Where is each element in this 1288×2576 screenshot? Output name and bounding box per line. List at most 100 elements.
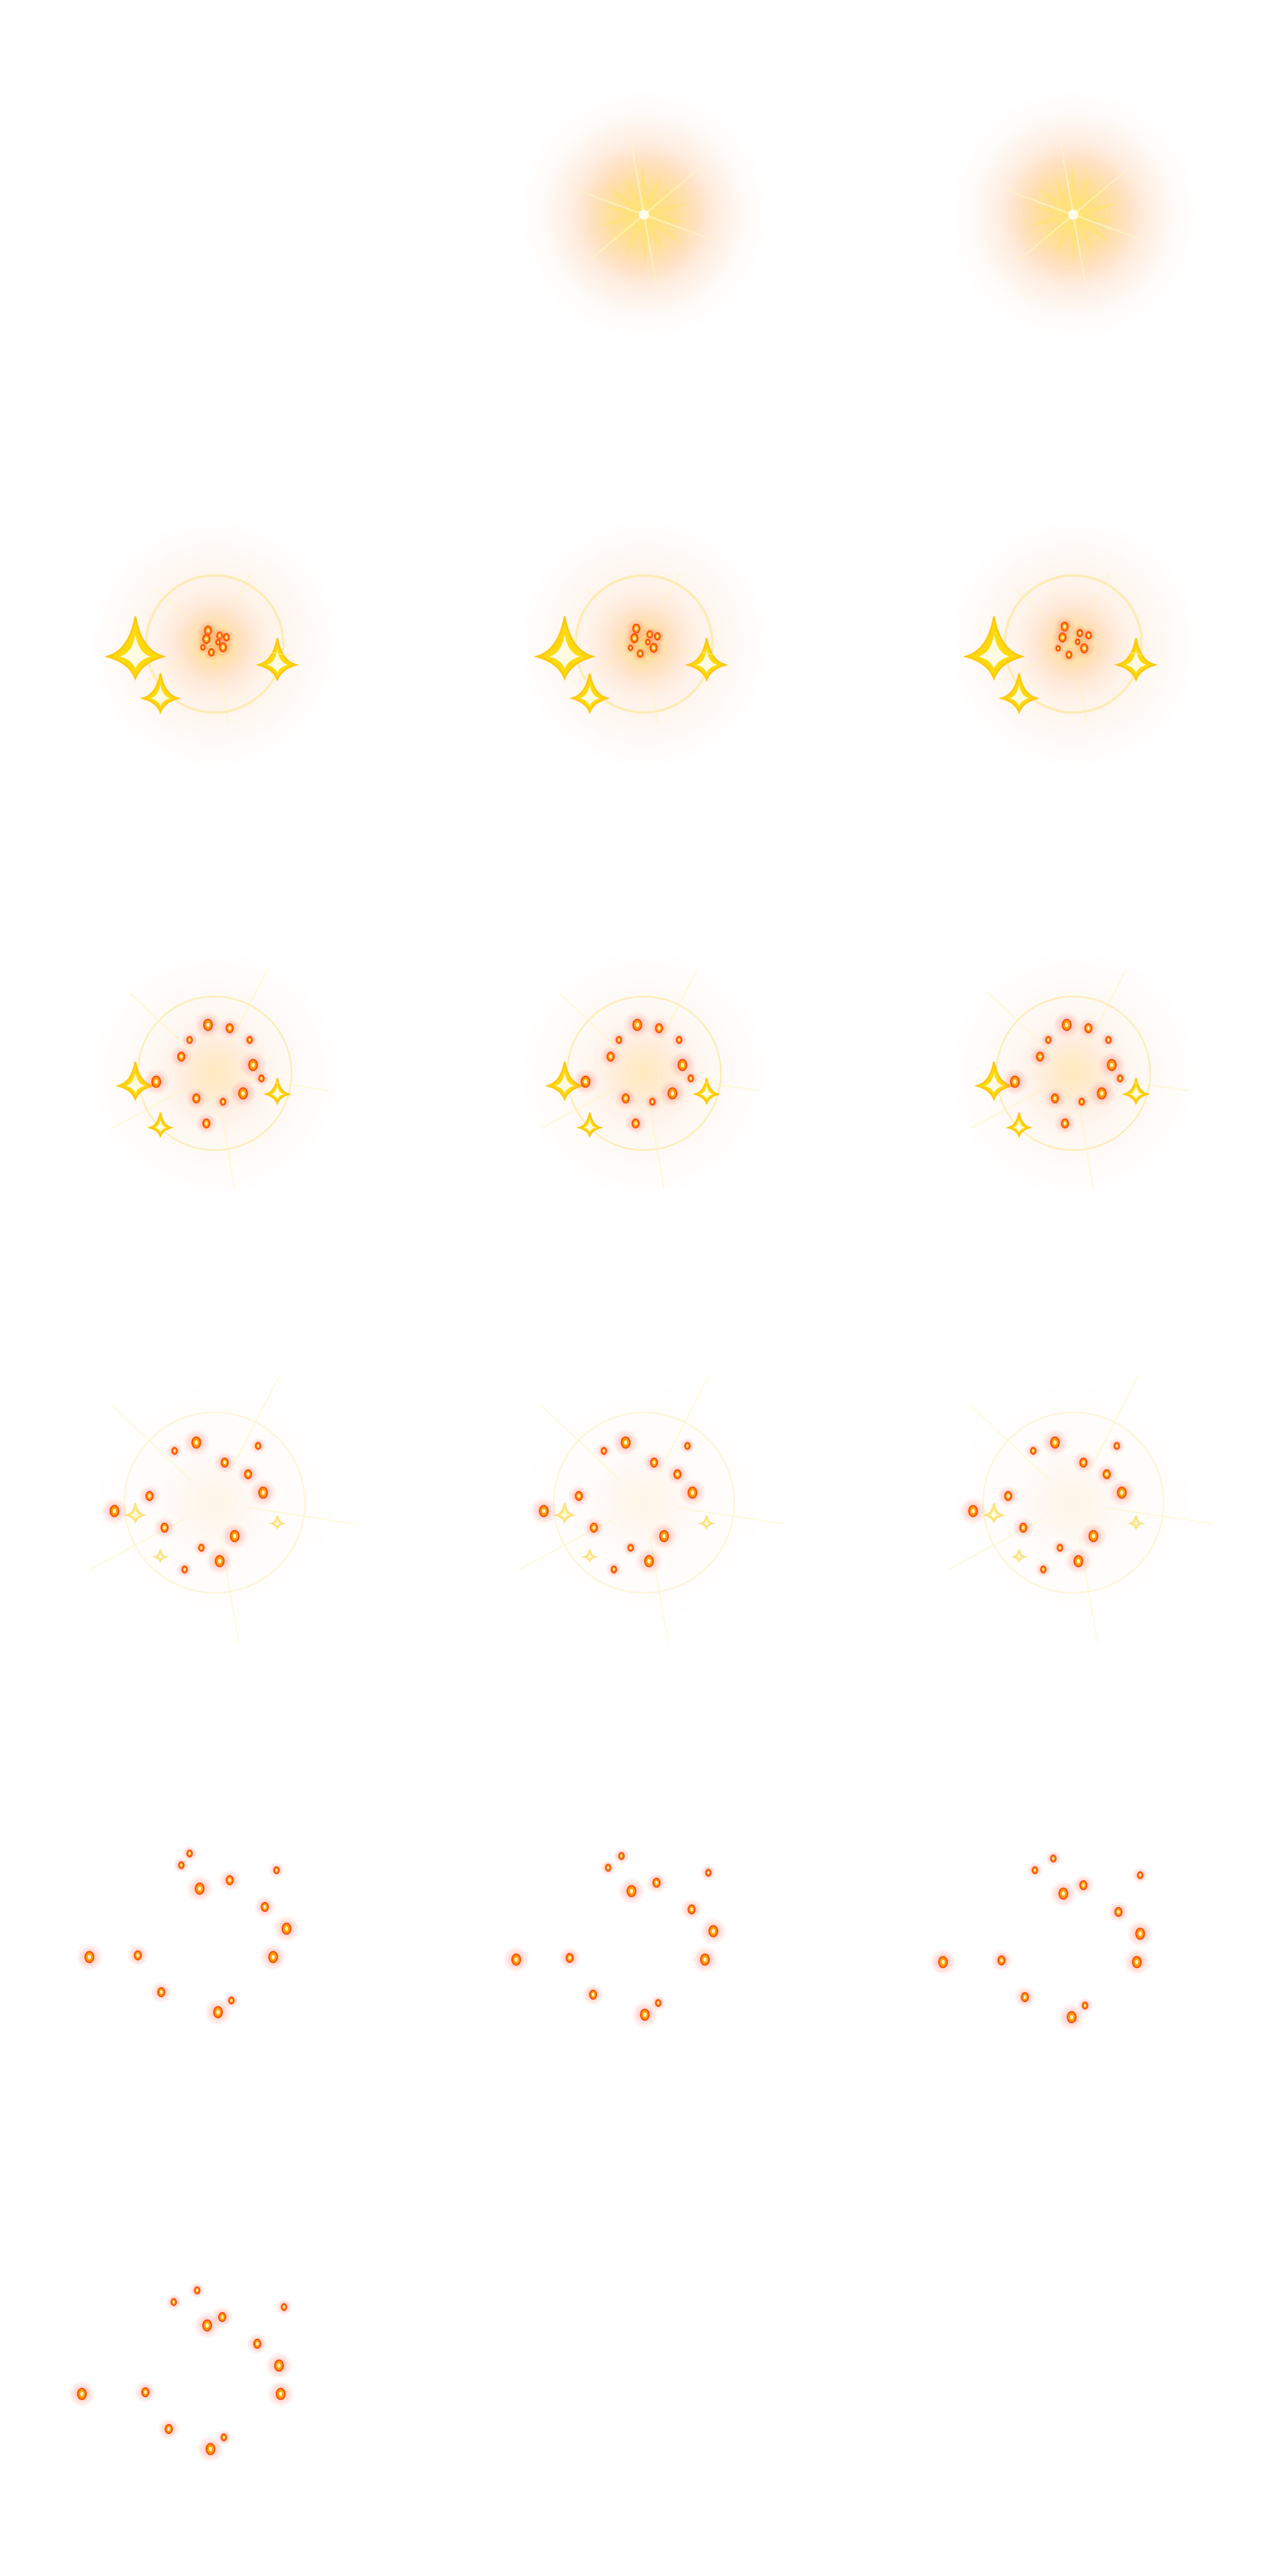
sprite-frame-6-scatter [0, 859, 429, 1288]
light-ray [970, 1088, 1045, 1129]
sprite-embers-graphic [68, 2282, 294, 2462]
spark-left-core [989, 1509, 999, 1519]
spark-right-core [271, 1085, 284, 1099]
ember-core [195, 1096, 198, 1101]
ember-core [568, 1955, 571, 1960]
ember-core [971, 1509, 975, 1514]
light-ray [1078, 677, 1088, 723]
ember-core [1087, 633, 1090, 637]
ember-core [1083, 2004, 1087, 2007]
ember-core [206, 1022, 210, 1027]
spark-right-core [1125, 650, 1147, 673]
ember-core [1033, 1869, 1037, 1872]
ember-core [1038, 1054, 1042, 1059]
spark-right-core [1129, 1085, 1143, 1099]
sprite-frame-7-scatter [429, 859, 859, 1288]
ember-core [1100, 1091, 1103, 1096]
ember-core [1057, 647, 1059, 650]
light-ray [658, 1376, 709, 1473]
spark-bottom-core [586, 1553, 593, 1559]
spark-right-core [1133, 1519, 1139, 1526]
ember-core [198, 1886, 201, 1891]
light-streak [589, 214, 645, 261]
ember-core [686, 1444, 689, 1448]
ember-core [632, 636, 636, 641]
spark-left-core [555, 1072, 575, 1093]
ember-core [1077, 641, 1079, 643]
ember-core [703, 1957, 707, 1962]
ember-core [173, 1449, 176, 1453]
spark-bottom-core [157, 1553, 164, 1559]
ember-core [180, 1054, 183, 1059]
ember-core [609, 1054, 612, 1059]
ember-core [218, 1559, 221, 1564]
sprite-scatter-graphic [89, 948, 340, 1199]
ember-core [629, 1546, 632, 1549]
ember-core [941, 1960, 945, 1965]
ember-core [1087, 1026, 1090, 1031]
ember-core [183, 1568, 186, 1571]
ember-core [233, 1534, 236, 1539]
sprite-frame-8-scatter [859, 859, 1288, 1288]
spark-left-core [130, 1509, 140, 1519]
ember-core [216, 2010, 220, 2015]
ember-core [195, 1440, 198, 1445]
ember-core [577, 1493, 581, 1498]
ember-core [251, 1062, 255, 1067]
ember-core [1053, 1440, 1057, 1445]
sprite-frame-2-flash [859, 0, 1288, 429]
ember-core [205, 636, 208, 641]
sprite-frame-9-fade [0, 1288, 429, 1717]
ember-core [620, 1854, 623, 1858]
ember-core [515, 1957, 518, 1962]
ember-core [681, 1062, 684, 1067]
ember-core [656, 635, 659, 638]
ember-core [180, 1864, 183, 1867]
ember-core [188, 1038, 191, 1042]
light-ray [1106, 1507, 1214, 1525]
spark-bottom-core [150, 684, 170, 707]
sprite-frame-13-embers [429, 1717, 859, 2147]
spark-bottom-core [584, 1119, 596, 1133]
ember-core [1118, 1077, 1122, 1080]
spark-left-core [978, 634, 1010, 669]
ember-core [155, 1079, 158, 1084]
ember-core [689, 1077, 692, 1080]
ember-core [1110, 1062, 1113, 1067]
ember-core [1032, 1449, 1035, 1453]
ember-core [636, 1022, 639, 1027]
ember-core [1042, 1568, 1045, 1571]
sprite-frame-15-embers [0, 2147, 429, 2576]
light-ray [586, 589, 621, 622]
light-ray [1078, 1106, 1094, 1189]
ember-core [652, 1460, 656, 1465]
spark-left-core [119, 634, 151, 669]
light-ray [573, 659, 616, 682]
ember-core [1080, 1100, 1083, 1103]
ember-core [651, 1100, 654, 1103]
ember-core [285, 1926, 288, 1931]
ember-core [677, 1038, 681, 1042]
ember-core [1000, 1958, 1003, 1963]
ember-core [624, 1440, 627, 1445]
light-ray [156, 589, 191, 622]
ember-core [1117, 1909, 1120, 1914]
ember-core [624, 1096, 627, 1101]
light-ray [677, 648, 723, 657]
spark-bottom-core [1013, 1119, 1025, 1133]
ember-core [591, 1992, 595, 1997]
light-ray [1015, 589, 1050, 622]
light-streak [643, 168, 699, 216]
ember-core [657, 2001, 660, 2005]
ember-core [210, 651, 213, 654]
ember-core [256, 2341, 259, 2346]
sprite-frame-10-fade [429, 1288, 859, 1717]
ember-core [188, 1852, 191, 1855]
flash-core [1068, 210, 1078, 220]
light-streak [643, 214, 657, 285]
sprite-frame-14-embers [859, 1717, 1288, 2147]
light-ray [677, 1507, 785, 1525]
ember-core [1070, 2015, 1073, 2020]
spark-left-core [549, 634, 581, 669]
ember-core [630, 1889, 633, 1894]
